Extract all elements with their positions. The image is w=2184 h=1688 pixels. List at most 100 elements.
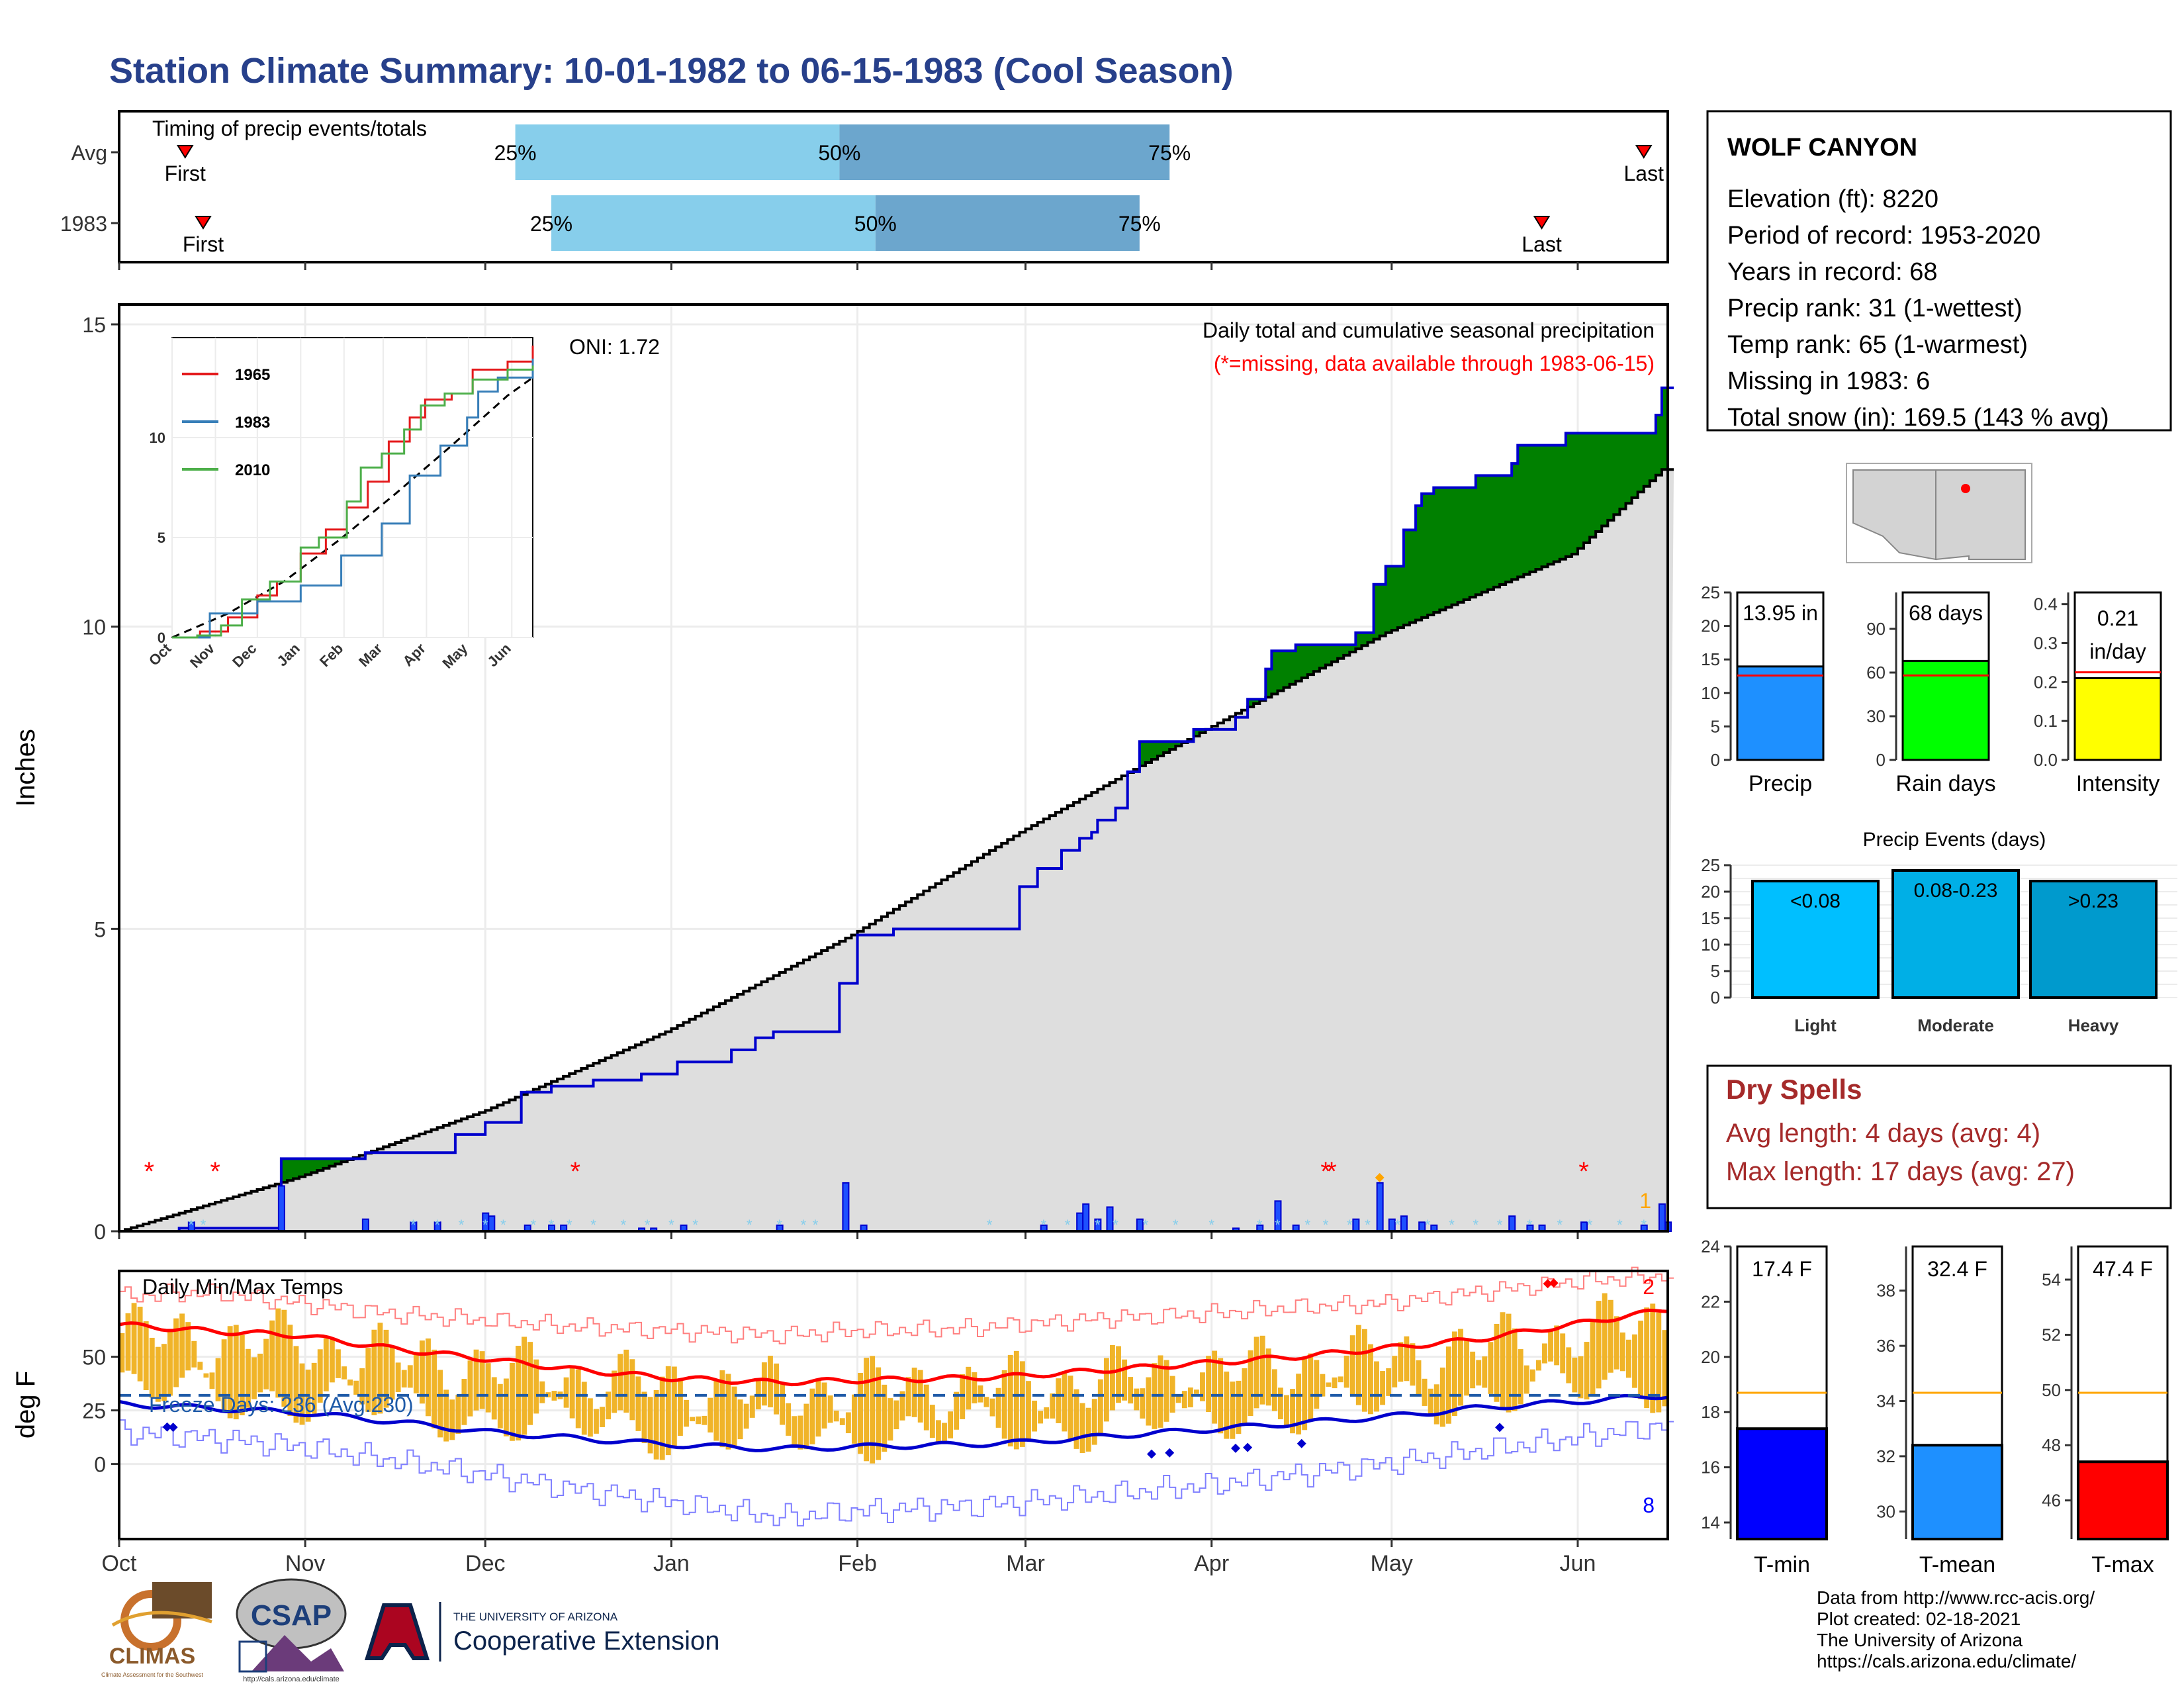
record-low-marker — [162, 1422, 172, 1432]
totals-ytick-label: 20 — [1701, 616, 1720, 636]
observed-cumulative-line — [119, 386, 1674, 1233]
daily-temp-bar — [774, 1363, 779, 1415]
daily-temp-bar — [1590, 1320, 1596, 1396]
precip-ytick-label: 0 — [94, 1220, 106, 1244]
above-average-segment — [1506, 475, 1512, 583]
daily-precip-bar — [1136, 1218, 1144, 1232]
light-event-marker: * — [1347, 1217, 1353, 1233]
daily-temp-bar — [743, 1403, 749, 1429]
above-average-segment — [299, 1158, 306, 1177]
temp-count-bottom: 8 — [1643, 1493, 1655, 1517]
totals-bar-intensity — [2073, 677, 2162, 761]
station-info-frame — [1706, 110, 2172, 432]
daily-temp-bar — [1044, 1407, 1050, 1419]
above-average-segment — [1277, 651, 1285, 691]
timing-caption: Timing of precip events/totals — [152, 117, 427, 140]
light-event-marker: * — [459, 1217, 465, 1233]
daily-temp-bar — [978, 1385, 983, 1403]
daily-temp-bar — [587, 1398, 593, 1437]
inset-legend-label: 1965 — [235, 366, 270, 384]
daily-temp-bar — [143, 1321, 149, 1391]
daily-temp-bar — [594, 1409, 599, 1434]
daily-temp-bar — [833, 1410, 839, 1422]
daily-temp-bar — [293, 1346, 299, 1423]
above-average-segment — [281, 1158, 288, 1183]
above-average-segment — [1422, 493, 1428, 618]
daily-temp-bar — [1584, 1342, 1590, 1400]
daily-temp-bar — [197, 1362, 203, 1370]
timing-last-label: Last — [1522, 232, 1562, 256]
tmean-category-label: T-mean — [1919, 1552, 1995, 1577]
daily-temp-bar — [893, 1400, 899, 1430]
daily-temp-bar — [1332, 1377, 1338, 1389]
daily-temp-bar — [413, 1352, 419, 1393]
daily-temp-bar — [935, 1420, 941, 1443]
daily-temp-bar — [516, 1346, 521, 1441]
above-average-segment — [1265, 669, 1272, 698]
daily-temp-bar — [336, 1349, 341, 1378]
above-average-segment — [1295, 645, 1302, 681]
daily-temp-bar — [510, 1363, 515, 1441]
dry-spells-title: Dry Spells — [1726, 1074, 1862, 1105]
above-average-segment — [1661, 387, 1668, 470]
oni-label: ONI: 1.72 — [569, 335, 660, 359]
timing-q25-label: 25% — [530, 212, 572, 236]
totals-ytick-label: 15 — [1701, 649, 1720, 669]
daily-temp-bar — [1386, 1368, 1392, 1396]
daily-temp-bar — [1470, 1351, 1476, 1389]
daily-temp-bar — [203, 1373, 209, 1378]
daily-temp-bar — [852, 1394, 857, 1444]
above-average-segment — [1655, 415, 1662, 475]
daily-temp-bar — [1451, 1331, 1457, 1417]
daily-temp-bar — [641, 1391, 647, 1444]
daily-temp-bar — [1619, 1332, 1625, 1372]
record-low-marker — [1297, 1438, 1306, 1448]
station-info-line: Missing in 1983: 6 — [1727, 367, 1930, 395]
above-average-segment — [1553, 445, 1561, 562]
daily-temp-bar — [845, 1412, 851, 1434]
tmean-ytick-label: 22 — [1701, 1291, 1720, 1311]
daily-temp-bar — [1326, 1382, 1332, 1387]
tmean-ytick-label: 20 — [1701, 1347, 1720, 1367]
daily-temp-bar — [1097, 1379, 1103, 1434]
daily-temp-bar — [1032, 1400, 1037, 1432]
daily-temp-bar — [395, 1362, 401, 1392]
above-average-segment — [1289, 651, 1297, 684]
light-event-marker: * — [1040, 1217, 1046, 1233]
daily-temp-bar — [1019, 1361, 1025, 1447]
daily-temp-bar — [1146, 1377, 1152, 1426]
daily-temp-bar — [563, 1377, 569, 1408]
daily-temp-bar — [311, 1362, 317, 1414]
daily-temp-bar — [551, 1391, 557, 1401]
daily-temp-bar — [1512, 1328, 1518, 1411]
daily-temp-bar — [1265, 1348, 1271, 1406]
inset-ytick-label: 0 — [158, 630, 165, 646]
daily-temp-bar — [1529, 1369, 1535, 1382]
daily-temp-bar — [1134, 1388, 1140, 1411]
timing-first-marker — [176, 145, 194, 159]
daily-temp-bar — [365, 1348, 371, 1412]
climas-tagline: Climate Assessment for the Southwest — [101, 1671, 204, 1678]
daily-temp-bar — [539, 1381, 545, 1403]
daily-temp-bar — [1140, 1388, 1146, 1419]
daily-temp-bar — [1361, 1329, 1367, 1412]
totals-category-label: Intensity — [2076, 771, 2160, 796]
daily-temp-bar — [713, 1380, 719, 1441]
daily-temp-bar — [809, 1388, 815, 1444]
totals-ytick-label: 0.3 — [2034, 633, 2058, 653]
above-average-segment — [1439, 487, 1447, 610]
daily-precip-bar — [361, 1218, 369, 1232]
daily-temp-bar — [684, 1399, 689, 1427]
daily-temp-bar — [653, 1389, 659, 1460]
daily-temp-bar — [191, 1340, 197, 1368]
daily-temp-bar — [1554, 1325, 1560, 1366]
daily-temp-bar — [966, 1366, 972, 1410]
footer-line: https://cals.arizona.edu/climate/ — [1817, 1651, 2076, 1671]
daily-temp-bar — [1343, 1355, 1349, 1388]
precip-ytick-label: 5 — [94, 917, 106, 941]
timing-q25-label: 25% — [494, 141, 537, 165]
freeze-days-label: Freeze Days: 236 (Avg:230) — [149, 1393, 414, 1417]
above-average-segment — [1158, 741, 1164, 757]
daily-temp-bar — [137, 1306, 143, 1382]
timing-q75-label: 75% — [1148, 141, 1191, 165]
